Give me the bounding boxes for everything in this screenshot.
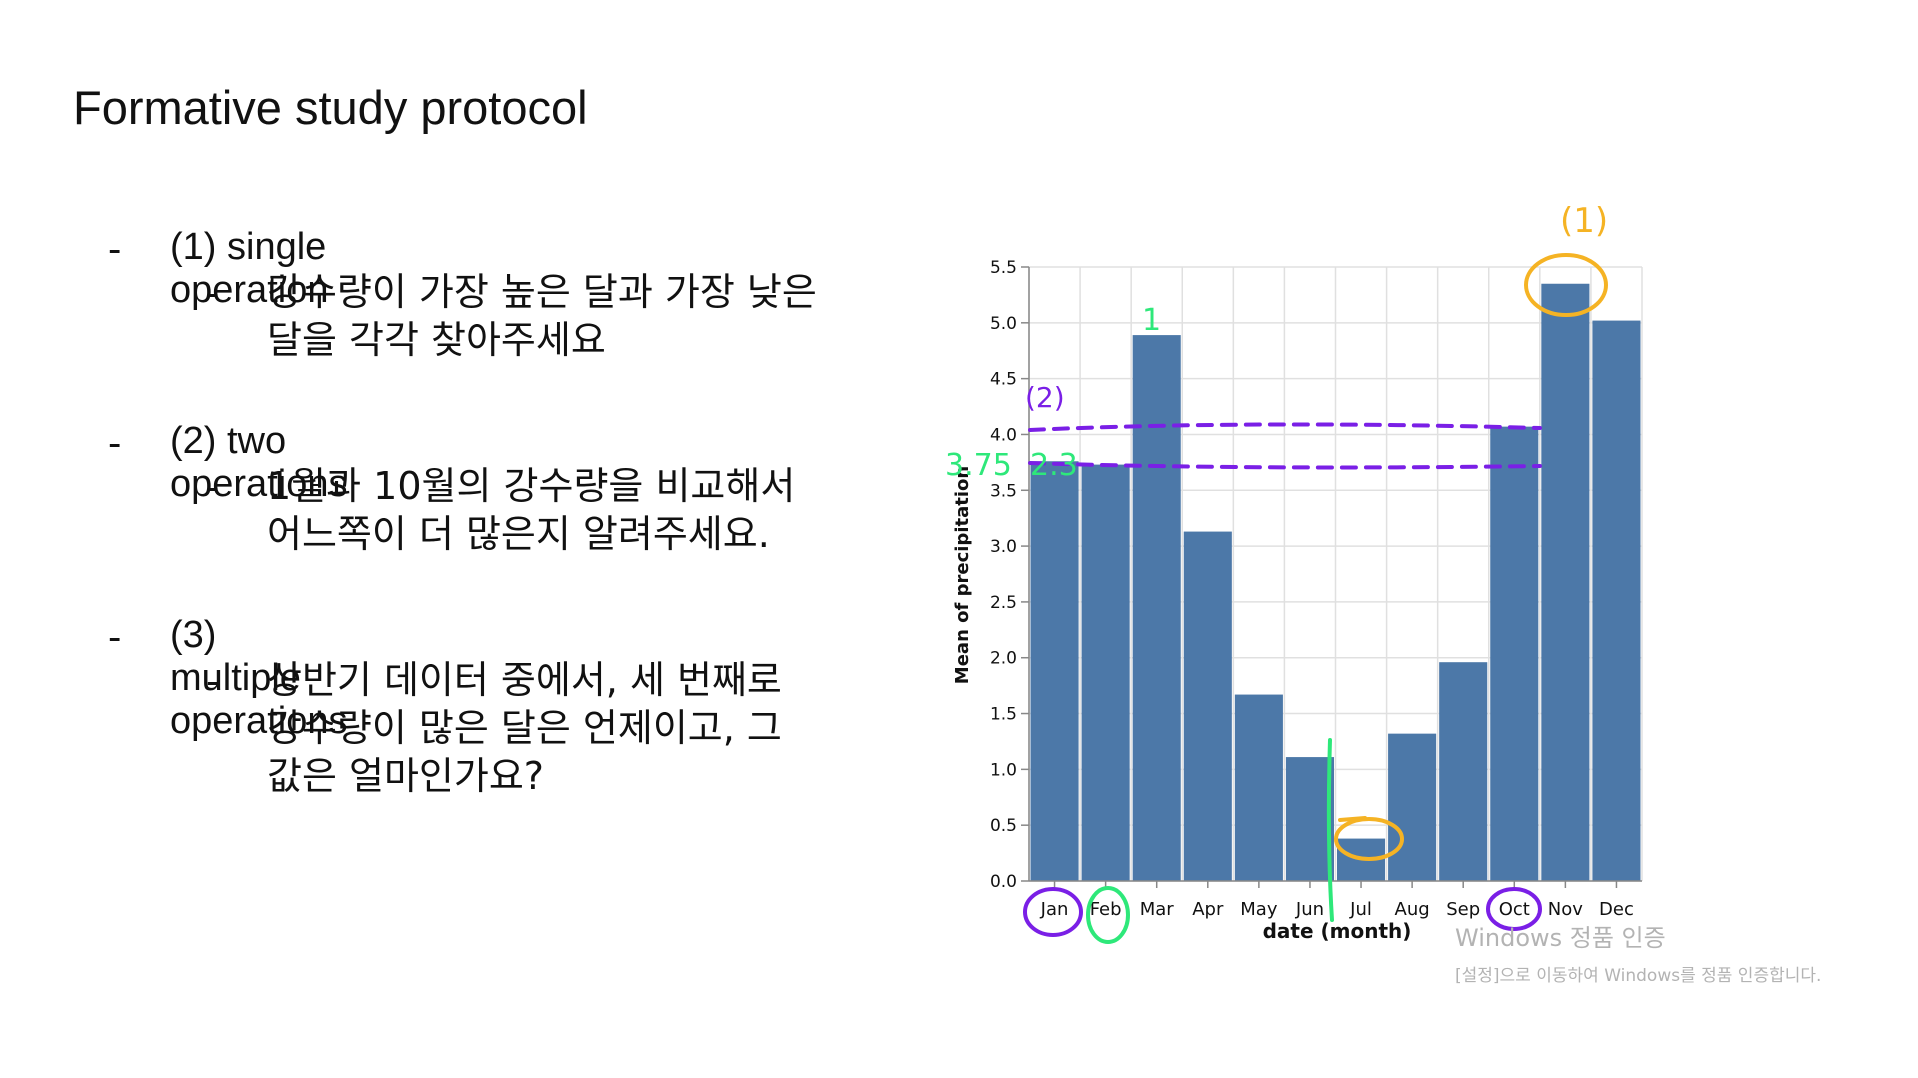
bar-dec [1592, 320, 1641, 881]
sub-bullet-dash: - [206, 660, 220, 703]
x-axis-title: date (month) [1263, 919, 1412, 943]
x-tick-label: Feb [1090, 899, 1122, 920]
bar-jun [1285, 757, 1334, 881]
watermark-title: Windows 정품 인증 [1455, 924, 1666, 952]
annotation-label-mar: 1 [1142, 303, 1161, 338]
bar-feb [1081, 464, 1130, 881]
x-tick-label: Nov [1548, 899, 1583, 920]
x-tick-label: Apr [1192, 899, 1224, 920]
bar-aug [1388, 733, 1437, 881]
question-3-heading: (3) multiple operations [170, 614, 348, 742]
sub-bullet-dash: - [206, 272, 220, 315]
sub-bullet-dash: - [206, 466, 220, 509]
question-1-heading: (1) single operation [170, 226, 329, 311]
x-tick-label: Jul [1349, 899, 1372, 920]
bullet-dash: - [108, 422, 122, 465]
y-tick-label: 0.0 [990, 872, 1017, 892]
y-tick-label: 3.0 [990, 537, 1017, 557]
x-tick-label: Dec [1599, 899, 1634, 920]
y-tick-label: 1.5 [990, 705, 1017, 725]
x-tick-label: Jan [1040, 899, 1069, 920]
bar-sep [1439, 662, 1488, 881]
annotation-circle-jan-label [1023, 887, 1083, 937]
y-tick-label: 3.5 [990, 481, 1017, 501]
bar-oct [1490, 426, 1539, 881]
x-tick-label: Aug [1395, 899, 1430, 920]
question-2-heading: (2) two operations [170, 420, 348, 505]
annotation-circle-feb-label [1086, 886, 1130, 944]
x-tick-label: Jun [1295, 899, 1324, 920]
annotation-separator-h1 [1326, 738, 1334, 922]
annotation-dashed-line-jan [1028, 461, 1542, 470]
y-tick-label: 5.0 [990, 314, 1017, 334]
slide-title: Formative study protocol [73, 81, 588, 134]
bar-may [1234, 694, 1283, 881]
y-tick-label: 2.0 [990, 649, 1017, 669]
y-axis-title: Mean of precipitation [952, 466, 973, 684]
watermark-subtitle: [설정]으로 이동하여 Windows를 정품 인증합니다. [1455, 966, 1822, 986]
x-tick-label: May [1240, 899, 1278, 920]
annotation-label-2: (2) [1025, 381, 1065, 414]
x-tick-label: Mar [1140, 899, 1175, 920]
bar-apr [1183, 531, 1232, 881]
bar-jan [1030, 461, 1079, 881]
annotation-circle-jul [1334, 817, 1404, 861]
annotation-label-1: (1) [1560, 201, 1608, 241]
bullet-dash: - [108, 228, 122, 271]
bullet-dash: - [108, 616, 122, 659]
y-tick-label: 2.5 [990, 593, 1017, 613]
annotation-label-feb-value: 2.3 [1030, 448, 1078, 483]
annotation-circle-oct-label [1486, 887, 1542, 931]
y-tick-label: 4.0 [990, 425, 1017, 445]
bar-mar [1132, 335, 1181, 882]
y-tick-label: 5.5 [990, 258, 1017, 278]
annotation-label-jan-value: 3.75 [945, 448, 1012, 483]
annotation-mark-jul [1338, 816, 1367, 822]
question-3-detail: 상반기 데이터 중에서, 세 번째로 강수량이 많은 달은 언제이고, 그 값은… [267, 658, 782, 798]
annotation-circle-nov [1524, 253, 1608, 317]
windows-activation-watermark: Windows 정품 인증 [설정]으로 이동하여 Windows를 정품 인증… [1455, 918, 1821, 986]
question-2-detail: 1월과 10월의 강수량을 비교해서 어느쪽이 더 많은지 알려주세요. [267, 464, 796, 556]
x-tick-label: Sep [1446, 899, 1480, 920]
bar-nov [1541, 283, 1590, 881]
x-tick-label: Oct [1499, 899, 1530, 920]
annotation-dashed-line-oct [1028, 422, 1542, 432]
y-tick-label: 0.5 [990, 816, 1017, 836]
y-tick-label: 4.5 [990, 370, 1017, 390]
question-1-detail: 강수량이 가장 높은 달과 가장 낮은 달을 각각 찾아주세요 [267, 270, 817, 362]
y-tick-label: 1.0 [990, 760, 1017, 780]
